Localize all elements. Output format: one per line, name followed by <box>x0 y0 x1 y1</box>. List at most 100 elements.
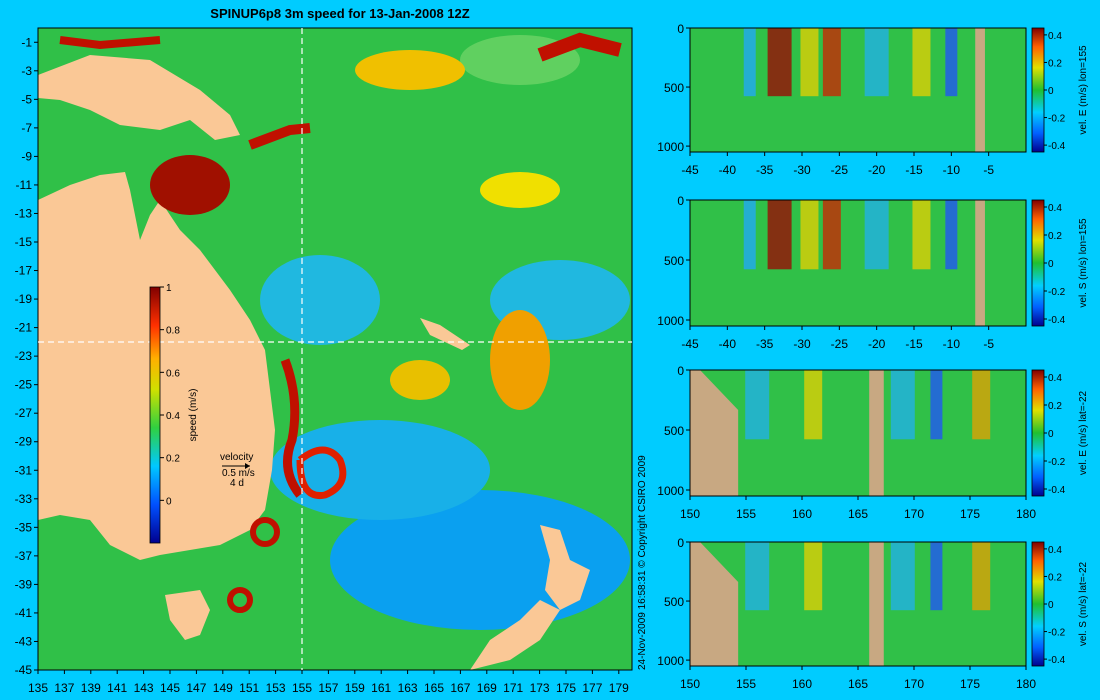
section-x-tick-label: -30 <box>793 337 811 351</box>
section-streak <box>912 200 931 270</box>
section-x-tick-label: -25 <box>831 337 849 351</box>
speed-colorbar-tick-label: 1 <box>166 283 172 294</box>
section-streak <box>864 28 889 97</box>
map-y-tick-label: -41 <box>15 606 33 620</box>
section-streak <box>743 200 756 270</box>
section-colorbar-tick-label: -0.4 <box>1048 141 1066 152</box>
section-y-tick-label: 1000 <box>657 484 684 498</box>
section-colorbar-tick-label: -0.4 <box>1048 315 1066 326</box>
eac-current-jet <box>280 358 304 498</box>
section-streak <box>972 542 991 611</box>
map-y-tick-label: -25 <box>15 378 33 392</box>
section-x-tick-label: -25 <box>831 163 849 177</box>
section-streak <box>745 370 770 440</box>
eac-eddy <box>296 446 347 500</box>
map-y-tick-label: -17 <box>15 264 33 278</box>
section-panel-vel-s-lat-22: 150 155 160 165 170 175 180 0 500 1000 -0.4 -0.2 0 0.… <box>657 536 1089 691</box>
map-y-tick-label: -1 <box>21 35 32 49</box>
map-x-tick-label: 167 <box>450 681 470 695</box>
section-colorbar-tick-label: 0.4 <box>1048 203 1062 214</box>
ocean-patch-warm <box>480 172 560 208</box>
map-y-tick-label: -15 <box>15 235 33 249</box>
map-y-tick-label: -9 <box>21 149 32 163</box>
map-y-tick-label: -33 <box>15 492 33 506</box>
map-x-tick-label: 161 <box>371 681 391 695</box>
section-colorbar-tick-label: -0.2 <box>1048 114 1066 125</box>
northeast-jet <box>537 32 622 62</box>
section-land <box>975 28 985 152</box>
section-y-tick-label: 500 <box>664 424 684 438</box>
map-x-tick-label: 173 <box>530 681 550 695</box>
map-y-tick-label: -3 <box>21 64 32 78</box>
velocity-key-arrowhead <box>245 463 250 469</box>
map-y-tick-label: -19 <box>15 292 33 306</box>
north-jet <box>59 36 161 50</box>
section-x-tick-label: 160 <box>792 507 812 521</box>
section-colorbar-tick-label: 0.4 <box>1048 373 1062 384</box>
section-panel-vel-e-lon155: -45 -40 -35 -30 -25 -20 -15 -10 -5 0 500 1000 -0.4 -0… <box>657 22 1089 177</box>
map-title: SPINUP6p8 3m speed for 13-Jan-2008 12Z <box>210 6 469 21</box>
section-x-tick-label: -10 <box>943 337 961 351</box>
speed-colorbar-tick-label: 0.8 <box>166 326 180 337</box>
section-streak <box>972 370 991 440</box>
section-colorbar-tick-label: 0.2 <box>1048 572 1062 583</box>
speed-colorbar-tick-label: 0 <box>166 496 172 507</box>
section-colorbar-tick-label: 0 <box>1048 429 1054 440</box>
section-colorbar <box>1031 199 1045 327</box>
section-y-tick-label: 0 <box>677 364 684 378</box>
map-x-tick-label: 165 <box>424 681 444 695</box>
section-colorbar-tick-label: -0.2 <box>1048 287 1066 298</box>
section-x-tick-label: 165 <box>848 507 868 521</box>
map-panel <box>38 28 632 670</box>
section-colorbar-tick-label: 0.2 <box>1048 401 1062 412</box>
section-x-tick-label: -15 <box>905 337 923 351</box>
section-x-tick-label: 170 <box>904 507 924 521</box>
gulf-current-jet <box>150 155 230 215</box>
section-colorbar-tick-label: -0.2 <box>1048 457 1066 468</box>
section-y-tick-label: 500 <box>664 595 684 609</box>
section-streak <box>890 370 915 440</box>
map-x-tick-label: 177 <box>582 681 602 695</box>
map-y-tick-label: -5 <box>21 92 32 106</box>
section-colorbar-tick-label: -0.4 <box>1048 655 1066 666</box>
map-y-tick-label: -23 <box>15 349 33 363</box>
section-colorbar-tick-label: 0.2 <box>1048 58 1062 69</box>
velocity-key-speed: 0.5 m/s <box>222 468 255 479</box>
speed-colorbar-label: speed (m/s) <box>188 389 199 442</box>
ocean-patch-warm <box>355 50 465 90</box>
section-colorbar-tick-label: -0.4 <box>1048 485 1066 496</box>
section-x-tick-label: 175 <box>960 507 980 521</box>
section-x-tick-label: 180 <box>1016 507 1036 521</box>
section-x-tick-label: -30 <box>793 163 811 177</box>
section-streak <box>945 28 958 97</box>
map-y-tick-label: -21 <box>15 321 33 335</box>
section-x-tick-label: 150 <box>680 677 700 691</box>
map-x-tick-label: 157 <box>318 681 338 695</box>
section-land <box>869 370 884 496</box>
section-colorbar <box>1031 541 1045 667</box>
land-new-caledonia <box>420 318 470 350</box>
section-land <box>690 370 739 496</box>
section-colorbar-label: vel. S (m/s) lon=155 <box>1078 218 1089 308</box>
section-x-tick-label: -45 <box>681 163 699 177</box>
map-y-tick-label: -11 <box>16 178 33 192</box>
section-x-tick-label: -5 <box>983 337 994 351</box>
map-x-ticks: 135 137 139 141 143 145 147 149 151 153 155 157 159 1… <box>28 670 629 695</box>
section-colorbar-label: vel. E (m/s) lat=-22 <box>1078 390 1089 475</box>
section-colorbar-label: vel. E (m/s) lon=155 <box>1078 45 1089 135</box>
map-x-tick-label: 151 <box>239 681 259 695</box>
speed-colorbar-tick-label: 0.6 <box>166 368 180 379</box>
section-land <box>690 542 739 666</box>
section-x-tick-label: -40 <box>719 337 737 351</box>
section-y-tick-label: 1000 <box>657 314 684 328</box>
section-panel-vel-e-lat-22: 150 155 160 165 170 175 180 0 500 1000 -0.4 -0.2 0 0.… <box>657 364 1089 521</box>
speed-colorbar-tick-label: 0.4 <box>166 411 180 422</box>
section-panel-vel-s-lon155: -45 -40 -35 -30 -25 -20 -15 -10 -5 0 500 1000 -0.4 -0… <box>657 194 1089 351</box>
map-y-tick-label: -27 <box>15 406 33 420</box>
section-y-tick-label: 1000 <box>657 654 684 668</box>
section-colorbar-tick-label: 0 <box>1048 86 1054 97</box>
map-x-tick-label: 147 <box>186 681 206 695</box>
map-y-tick-label: -29 <box>15 435 33 449</box>
section-streak <box>822 28 841 97</box>
